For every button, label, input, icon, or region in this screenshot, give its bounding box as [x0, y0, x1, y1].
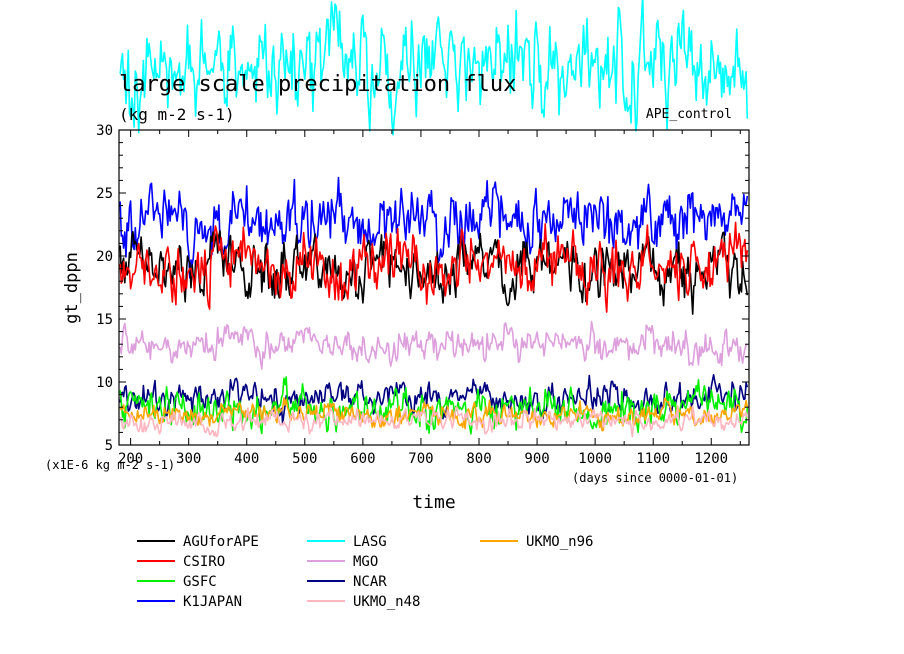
- y-tick-label: 20: [96, 249, 113, 265]
- y-tick-label: 15: [96, 312, 113, 328]
- legend-label-MGO: MGO: [353, 554, 378, 570]
- x-tick-label: 500: [292, 451, 317, 467]
- y-tick-label: 10: [96, 375, 113, 391]
- axis-ticks: 200 300 400 500 600 700 800 900 1000 1100 1200 5 10 1…: [96, 123, 749, 467]
- experiment-label: APE_control: [646, 107, 732, 122]
- series-line-UKMO_n48: [119, 405, 749, 438]
- y-axis-label: gt_dppn: [62, 252, 82, 324]
- y-tick-label: 25: [96, 186, 113, 202]
- legend-label-UKMO_n96: UKMO_n96: [526, 534, 593, 550]
- series-line-K1JAPAN: [119, 176, 749, 279]
- legend-label-GSFC: GSFC: [183, 574, 217, 590]
- x-tick-label: 700: [408, 451, 433, 467]
- x-tick-label: 1200: [694, 451, 728, 467]
- x-tick-label: 300: [176, 451, 201, 467]
- series-line-AGUforAPE: [119, 230, 749, 315]
- legend-label-K1JAPAN: K1JAPAN: [183, 594, 242, 610]
- x-tick-label: 600: [350, 451, 375, 467]
- legend-label-UKMO_n48: UKMO_n48: [353, 594, 420, 610]
- series-line-CSIRO: [119, 221, 749, 313]
- x-axis-label: time: [412, 492, 455, 513]
- plot-frame: [118, 129, 750, 446]
- chart-title: large scale precipitation flux: [119, 72, 516, 97]
- y-tick-label: 5: [105, 438, 113, 454]
- x-tick-label: 800: [466, 451, 491, 467]
- series-line-LASG: [119, 0, 749, 136]
- series-line-MGO: [119, 320, 748, 370]
- series-line-GSFC: [119, 376, 749, 435]
- x-tick-label: 1000: [578, 451, 612, 467]
- x-tick-label: 400: [234, 451, 259, 467]
- legend: AGUforAPE CSIRO GSFC K1JAPAN LASG MGO NCAR UKMO…: [137, 534, 593, 610]
- legend-label-NCAR: NCAR: [353, 574, 387, 590]
- series-line-UKMO_n96: [119, 397, 749, 432]
- legend-label-LASG: LASG: [353, 534, 387, 550]
- legend-label-CSIRO: CSIRO: [183, 554, 225, 570]
- y-units-note: (x1E-6 kg m-2 s-1): [45, 458, 175, 472]
- x-units-note: (days since 0000-01-01): [572, 471, 738, 485]
- chart-subtitle: (kg m-2 s-1): [119, 105, 235, 124]
- x-tick-label: 200: [118, 451, 143, 467]
- x-tick-label: 900: [524, 451, 549, 467]
- series-layer: [119, 0, 749, 438]
- legend-label-AGUforAPE: AGUforAPE: [183, 534, 259, 550]
- x-tick-label: 1100: [636, 451, 670, 467]
- y-tick-label: 30: [96, 123, 113, 139]
